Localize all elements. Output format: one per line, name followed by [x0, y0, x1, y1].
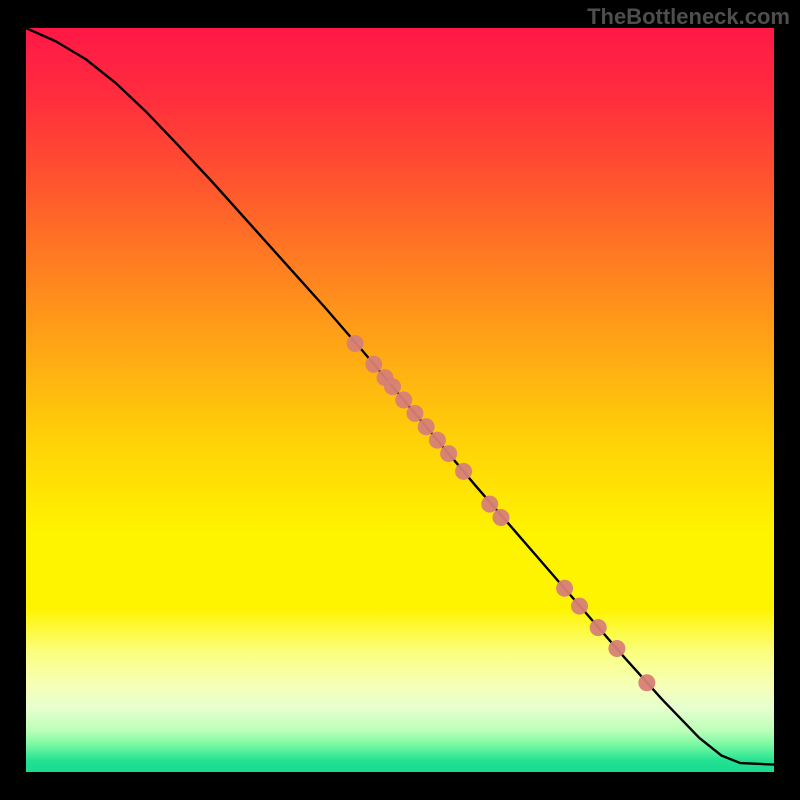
- marker-dot: [418, 418, 435, 435]
- watermark-text: TheBottleneck.com: [587, 4, 790, 30]
- marker-dot: [590, 619, 607, 636]
- marker-dot: [347, 335, 364, 352]
- marker-dot: [440, 445, 457, 462]
- marker-dot: [481, 496, 498, 513]
- marker-dot: [395, 392, 412, 409]
- marker-dot: [429, 432, 446, 449]
- marker-dot: [492, 509, 509, 526]
- marker-dot: [365, 356, 382, 373]
- chart-frame: TheBottleneck.com: [0, 0, 800, 800]
- marker-dot: [571, 598, 588, 615]
- marker-dot: [384, 378, 401, 395]
- marker-dot: [406, 405, 423, 422]
- marker-dot: [455, 463, 472, 480]
- marker-dot: [556, 580, 573, 597]
- chart-svg: [26, 28, 774, 772]
- plot-area: [26, 28, 774, 772]
- marker-dot: [608, 640, 625, 657]
- marker-dot: [638, 674, 655, 691]
